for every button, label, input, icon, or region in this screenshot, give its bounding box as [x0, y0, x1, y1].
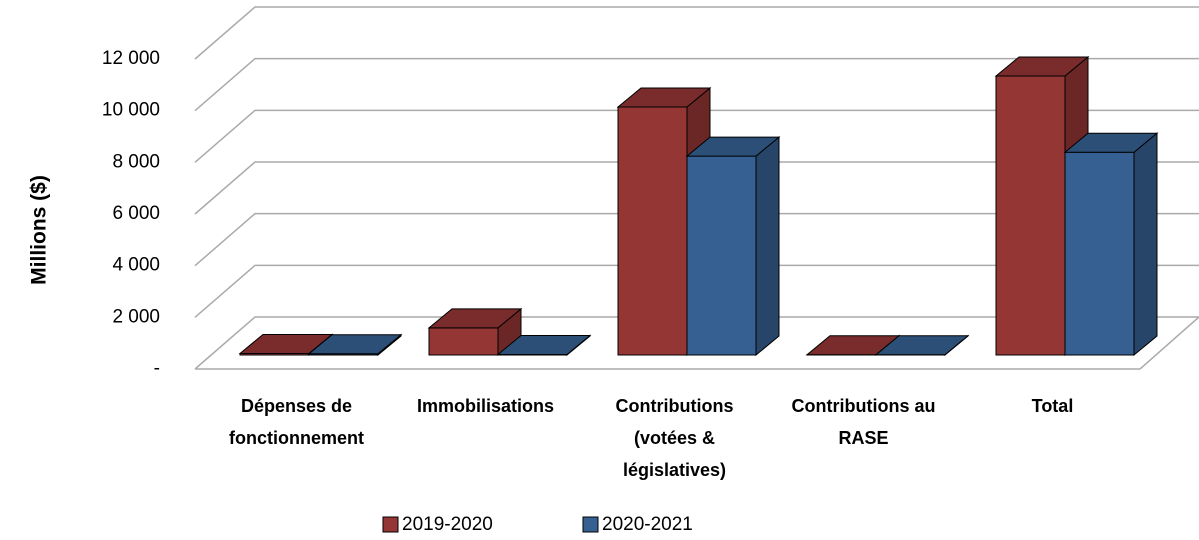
bar-front — [1064, 151, 1135, 356]
bar — [874, 334, 970, 357]
bar-front — [995, 75, 1066, 356]
grid-line — [194, 264, 1199, 318]
bar — [427, 307, 523, 357]
x-tick-label: Contributions (votées & législatives) — [615, 396, 734, 480]
bar-front — [428, 327, 499, 356]
grid-line — [194, 212, 1199, 267]
grid-line — [194, 109, 1199, 163]
bar-top — [616, 87, 712, 108]
y-tick-label: - — [154, 358, 160, 379]
bar — [1063, 132, 1159, 357]
legend-swatch — [582, 516, 599, 533]
floor-edge — [1139, 316, 1199, 370]
y-tick-label: 8 000 — [112, 151, 160, 172]
bar-front — [617, 106, 688, 356]
y-tick-label: 6 000 — [112, 203, 160, 224]
y-axis-label: Millions ($) — [28, 175, 51, 285]
legend-label: 2020-2021 — [602, 514, 693, 535]
y-tick-label: 10 000 — [102, 100, 160, 121]
bar-side — [755, 136, 780, 357]
grid-line — [194, 316, 1199, 370]
y-tick-label: 2 000 — [112, 306, 160, 327]
grid-line — [194, 6, 1199, 60]
bar-top — [994, 56, 1090, 77]
bar — [496, 334, 592, 357]
legend-swatch — [382, 516, 399, 533]
x-tick-label: Contributions au RASE — [791, 396, 936, 448]
bar-top — [307, 334, 403, 355]
bar — [685, 136, 781, 357]
y-tick-label: 12 000 — [102, 48, 160, 69]
bar — [307, 333, 403, 357]
bar-top — [1063, 132, 1159, 153]
x-tick-label: Total — [1031, 396, 1074, 416]
bar-top — [496, 334, 592, 355]
grid-line — [194, 161, 1199, 215]
x-tick-label: Dépenses de fonctionnement — [229, 396, 364, 448]
x-tick-label: Immobilisations — [416, 396, 555, 416]
bar-top — [874, 335, 970, 356]
bar-front — [686, 155, 757, 356]
legend-label: 2019-2020 — [402, 514, 493, 535]
bar-side — [1133, 132, 1158, 357]
bar-top — [427, 308, 523, 329]
grid-line — [194, 57, 1199, 112]
y-tick-label: 4 000 — [112, 255, 160, 276]
bar-top — [685, 136, 781, 157]
